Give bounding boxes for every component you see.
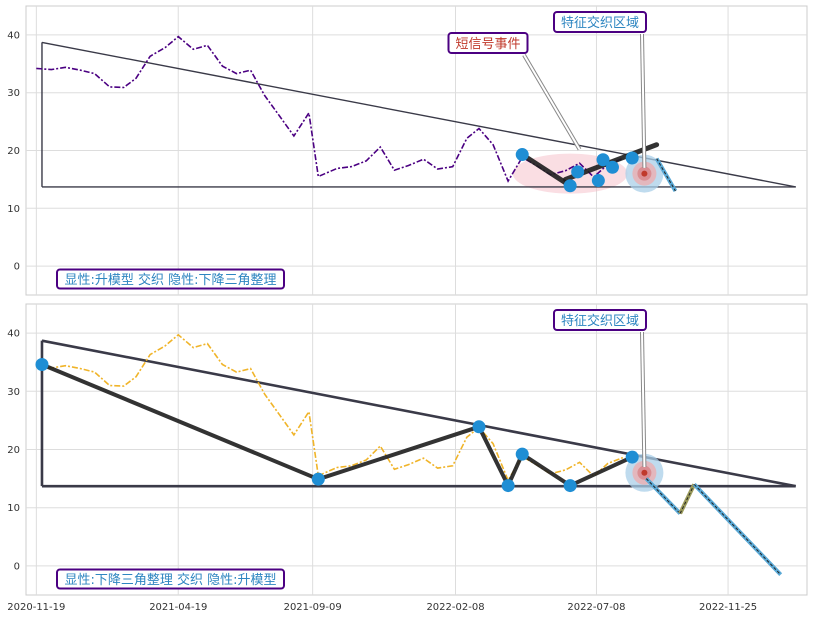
x-tick-label: 2022-02-08 bbox=[426, 602, 484, 613]
pattern-label-box bbox=[56, 268, 285, 290]
annotation-arrow-inner bbox=[523, 54, 581, 150]
forecast-segment-core bbox=[645, 478, 681, 514]
y-tick-label: 10 bbox=[7, 204, 20, 215]
y-tick-label: 20 bbox=[7, 146, 20, 157]
pattern-label-box bbox=[56, 568, 285, 590]
pivot-point bbox=[591, 174, 605, 188]
pivot-point bbox=[571, 165, 585, 179]
pivot-point bbox=[563, 479, 577, 493]
pivot-point bbox=[563, 179, 577, 193]
pivot-point bbox=[311, 472, 325, 486]
target-marker-ring-3 bbox=[641, 170, 648, 177]
forecast-segment-core bbox=[693, 484, 782, 575]
y-tick-label: 40 bbox=[7, 329, 20, 340]
triangle-upper-line bbox=[41, 339, 796, 488]
annotation-box bbox=[447, 32, 529, 54]
pivot-point bbox=[596, 153, 610, 167]
annotation-arrow-inner bbox=[641, 33, 646, 168]
y-tick-label: 20 bbox=[7, 445, 20, 456]
forecast-segment-core bbox=[656, 158, 676, 192]
annotation-box bbox=[553, 309, 647, 331]
pivot-point bbox=[472, 420, 486, 434]
pivot-point bbox=[35, 358, 49, 372]
annotation-label: 短信号事件 bbox=[455, 37, 520, 52]
x-tick-label: 2022-11-25 bbox=[699, 602, 757, 613]
annotation-box bbox=[553, 11, 647, 33]
y-tick-label: 0 bbox=[14, 262, 20, 273]
y-tick-label: 10 bbox=[7, 503, 20, 514]
trend-segment bbox=[520, 452, 573, 488]
trend-segment bbox=[39, 362, 321, 482]
triangle-upper-line bbox=[41, 41, 796, 188]
y-tick-label: 0 bbox=[14, 561, 20, 572]
pivot-point bbox=[501, 479, 515, 493]
pattern-label: 显性:升模型 交织 隐性:下降三角整理 bbox=[64, 272, 276, 288]
y-tick-label: 30 bbox=[7, 88, 20, 99]
x-tick-label: 2020-11-19 bbox=[7, 602, 65, 613]
pivot-point bbox=[625, 450, 639, 464]
pivot-point bbox=[515, 148, 529, 162]
y-tick-label: 40 bbox=[7, 30, 20, 41]
annotation-arrow-inner bbox=[641, 331, 646, 467]
trend-segment bbox=[568, 455, 635, 488]
pivot-point bbox=[515, 447, 529, 461]
trend-segment bbox=[476, 424, 511, 488]
pivot-point bbox=[625, 151, 639, 165]
trend-segment bbox=[316, 424, 481, 482]
target-marker-ring-3 bbox=[641, 469, 648, 476]
x-tick-label: 2022-07-08 bbox=[567, 602, 625, 613]
price-series-line bbox=[36, 35, 624, 183]
trend-segment bbox=[519, 152, 573, 189]
pivot-point bbox=[605, 160, 619, 174]
annotation-label: 特征交织区域 bbox=[561, 313, 639, 329]
chart-panel-2: 0 10 20 30 40 2020-11-19 2021-04-19 2021-09-09 2… bbox=[7, 303, 808, 613]
x-tick-label: 2021-04-19 bbox=[149, 602, 207, 613]
annotation-label: 特征交织区域 bbox=[561, 15, 639, 31]
x-tick-label: 2021-09-09 bbox=[284, 602, 342, 613]
forecast-segment-core bbox=[679, 484, 695, 514]
y-tick-label: 30 bbox=[7, 387, 20, 398]
pattern-label: 显性:下降三角整理 交织 隐性:升模型 bbox=[64, 572, 276, 588]
